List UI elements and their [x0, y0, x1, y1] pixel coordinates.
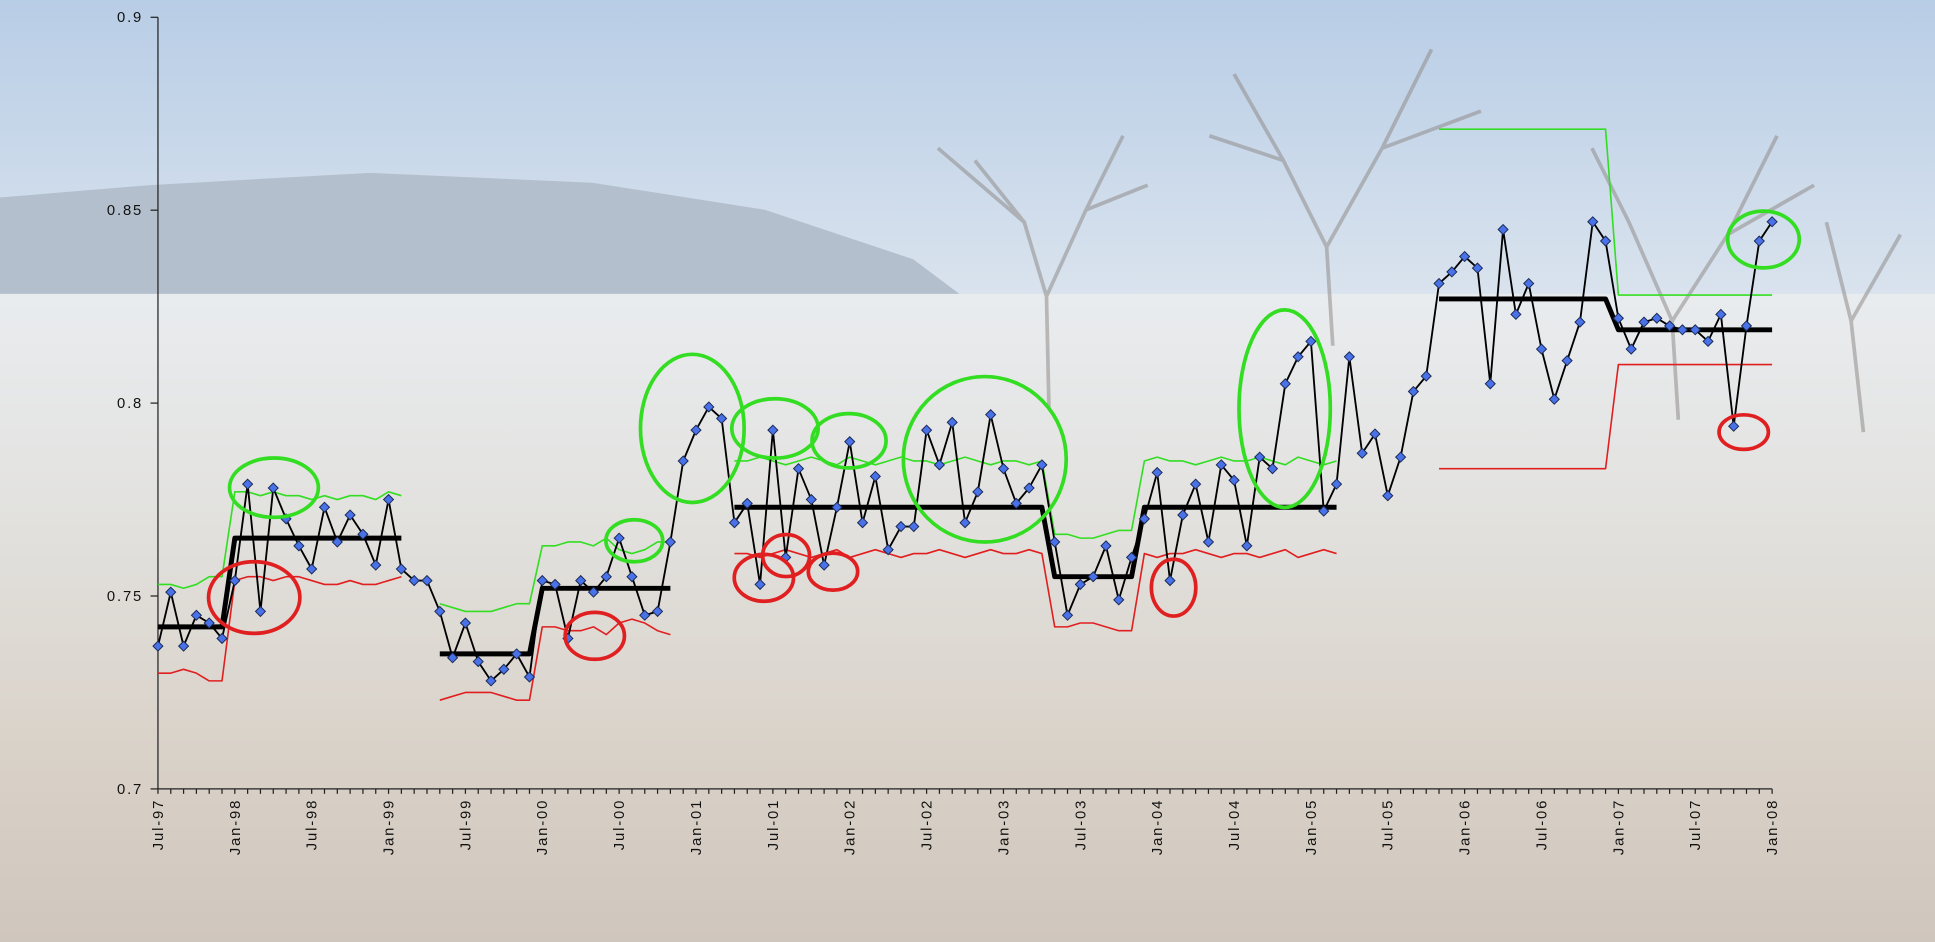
- x-tick-label: Jan-05: [1304, 799, 1320, 855]
- y-tick-label: 0.7: [117, 782, 143, 798]
- x-tick-label: Jan-08: [1765, 799, 1781, 855]
- x-tick-label: Jan-01: [689, 799, 705, 855]
- chart: 0.7 0.75 0.8 0.85 0.9 Jul-97 Jan-98 Jul-98 Jan-9…: [0, 0, 1935, 942]
- page: {"chart_data": {"type": "line", "categor…: [0, 0, 1935, 942]
- y-tick-label: 0.75: [107, 589, 143, 605]
- x-tick-label: Jul-05: [1381, 799, 1397, 850]
- y-tick-label: 0.85: [107, 203, 143, 219]
- y-tick-label: 0.9: [117, 10, 143, 26]
- x-tick-label: Jul-97: [151, 799, 167, 850]
- x-tick-label: Jan-99: [381, 799, 397, 855]
- background: [0, 0, 1935, 942]
- x-tick-label: Jul-01: [766, 799, 782, 850]
- x-tick-label: Jul-06: [1534, 799, 1550, 850]
- x-tick-label: Jan-02: [843, 799, 859, 855]
- x-tick-label: Jan-07: [1611, 799, 1627, 855]
- x-tick-label: Jul-03: [1073, 799, 1089, 850]
- x-tick-label: Jan-06: [1458, 799, 1474, 855]
- y-tick-label: 0.8: [117, 396, 143, 412]
- x-tick-label: Jan-98: [228, 799, 244, 855]
- x-tick-label: Jul-04: [1227, 799, 1243, 850]
- x-tick-label: Jan-03: [996, 799, 1012, 855]
- x-tick-label: Jul-98: [305, 799, 321, 850]
- x-tick-label: Jul-99: [458, 799, 474, 850]
- x-tick-label: Jan-04: [1150, 799, 1166, 855]
- x-tick-label: Jul-00: [612, 799, 628, 850]
- x-tick-label: Jan-00: [535, 799, 551, 855]
- x-tick-label: Jul-07: [1688, 799, 1704, 850]
- x-tick-label: Jul-02: [920, 799, 936, 850]
